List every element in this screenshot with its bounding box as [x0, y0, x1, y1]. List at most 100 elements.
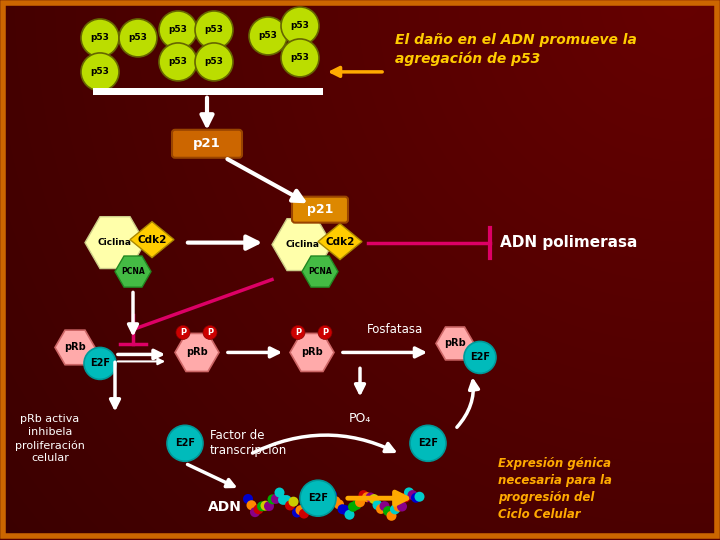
- Circle shape: [344, 510, 354, 519]
- Text: Ciclina: Ciclina: [285, 240, 319, 249]
- Circle shape: [366, 492, 376, 503]
- Polygon shape: [55, 330, 95, 364]
- Text: P: P: [180, 328, 186, 337]
- Circle shape: [383, 506, 393, 516]
- Text: p53: p53: [91, 68, 109, 76]
- Text: pRb: pRb: [301, 347, 323, 357]
- FancyBboxPatch shape: [292, 197, 348, 222]
- Text: p53: p53: [168, 25, 187, 35]
- Circle shape: [379, 501, 390, 511]
- Circle shape: [369, 494, 379, 504]
- Circle shape: [397, 502, 407, 511]
- Text: Ciclina: Ciclina: [98, 238, 132, 247]
- Text: P: P: [295, 328, 301, 337]
- Circle shape: [84, 347, 116, 380]
- Text: p53: p53: [168, 57, 187, 66]
- Text: El daño en el ADN promueve la
agregación de p53: El daño en el ADN promueve la agregación…: [395, 33, 637, 66]
- Circle shape: [411, 493, 421, 503]
- Text: ADN polimerasa: ADN polimerasa: [500, 235, 637, 250]
- Text: E2F: E2F: [470, 353, 490, 362]
- Text: p53: p53: [129, 33, 148, 43]
- Circle shape: [195, 43, 233, 81]
- Circle shape: [302, 502, 312, 511]
- Text: P: P: [207, 328, 213, 337]
- Circle shape: [404, 488, 414, 497]
- Circle shape: [268, 494, 277, 504]
- Circle shape: [362, 492, 372, 502]
- Circle shape: [317, 489, 326, 499]
- FancyBboxPatch shape: [172, 130, 242, 158]
- Circle shape: [295, 505, 305, 515]
- Text: ADN: ADN: [208, 500, 242, 514]
- Text: p53: p53: [91, 33, 109, 43]
- Text: p53: p53: [204, 25, 223, 35]
- Circle shape: [341, 505, 351, 515]
- Circle shape: [167, 426, 203, 461]
- Polygon shape: [290, 333, 334, 372]
- Circle shape: [282, 495, 292, 505]
- Circle shape: [203, 326, 217, 340]
- Text: p21: p21: [193, 137, 221, 150]
- Text: PCNA: PCNA: [121, 267, 145, 276]
- Circle shape: [292, 508, 302, 517]
- Circle shape: [310, 499, 320, 509]
- Circle shape: [330, 496, 341, 506]
- Polygon shape: [302, 256, 338, 287]
- Text: p53: p53: [204, 57, 223, 66]
- Circle shape: [359, 490, 369, 500]
- Circle shape: [351, 500, 361, 510]
- Text: p53: p53: [291, 22, 310, 30]
- Circle shape: [271, 494, 281, 504]
- Circle shape: [289, 497, 299, 507]
- Circle shape: [318, 326, 332, 340]
- Circle shape: [253, 504, 264, 514]
- Circle shape: [394, 502, 403, 512]
- Polygon shape: [318, 224, 362, 260]
- Circle shape: [250, 507, 260, 517]
- Text: pRb: pRb: [186, 347, 208, 357]
- Text: E2F: E2F: [418, 438, 438, 448]
- Circle shape: [159, 11, 197, 49]
- Text: Expresión génica
necesaria para la
progresión del
Ciclo Celular: Expresión génica necesaria para la progr…: [498, 457, 612, 521]
- Bar: [93, 88, 323, 95]
- Circle shape: [400, 492, 410, 502]
- Circle shape: [261, 501, 271, 511]
- Circle shape: [306, 498, 316, 509]
- Circle shape: [390, 504, 400, 515]
- Polygon shape: [175, 333, 219, 372]
- Circle shape: [410, 426, 446, 461]
- Circle shape: [376, 504, 386, 514]
- Circle shape: [327, 490, 337, 500]
- Circle shape: [334, 500, 344, 509]
- Circle shape: [246, 500, 256, 510]
- Circle shape: [415, 492, 425, 502]
- Text: Cdk2: Cdk2: [325, 237, 355, 247]
- Circle shape: [348, 502, 358, 512]
- Text: Cdk2: Cdk2: [138, 234, 167, 245]
- Circle shape: [249, 17, 287, 55]
- Text: pRb activa
inhibela
proliferación
celular: pRb activa inhibela proliferación celula…: [15, 414, 85, 463]
- Text: Factor de
transcripción: Factor de transcripción: [210, 429, 287, 457]
- Polygon shape: [272, 219, 332, 271]
- Text: P: P: [322, 328, 328, 337]
- Circle shape: [243, 494, 253, 504]
- Text: E2F: E2F: [175, 438, 195, 448]
- Circle shape: [323, 492, 333, 502]
- Circle shape: [176, 326, 190, 340]
- Circle shape: [119, 19, 157, 57]
- Text: pRb: pRb: [444, 339, 466, 348]
- Text: E2F: E2F: [308, 493, 328, 503]
- Polygon shape: [436, 327, 474, 360]
- Circle shape: [281, 7, 319, 45]
- Circle shape: [291, 326, 305, 340]
- Text: E2F: E2F: [90, 359, 110, 368]
- Circle shape: [372, 500, 382, 510]
- Circle shape: [278, 495, 288, 505]
- Circle shape: [81, 19, 119, 57]
- Circle shape: [274, 488, 284, 497]
- Text: Fosfatasa: Fosfatasa: [367, 323, 423, 336]
- Circle shape: [464, 341, 496, 373]
- Polygon shape: [85, 217, 145, 268]
- Text: pRb: pRb: [64, 342, 86, 353]
- Circle shape: [195, 11, 233, 49]
